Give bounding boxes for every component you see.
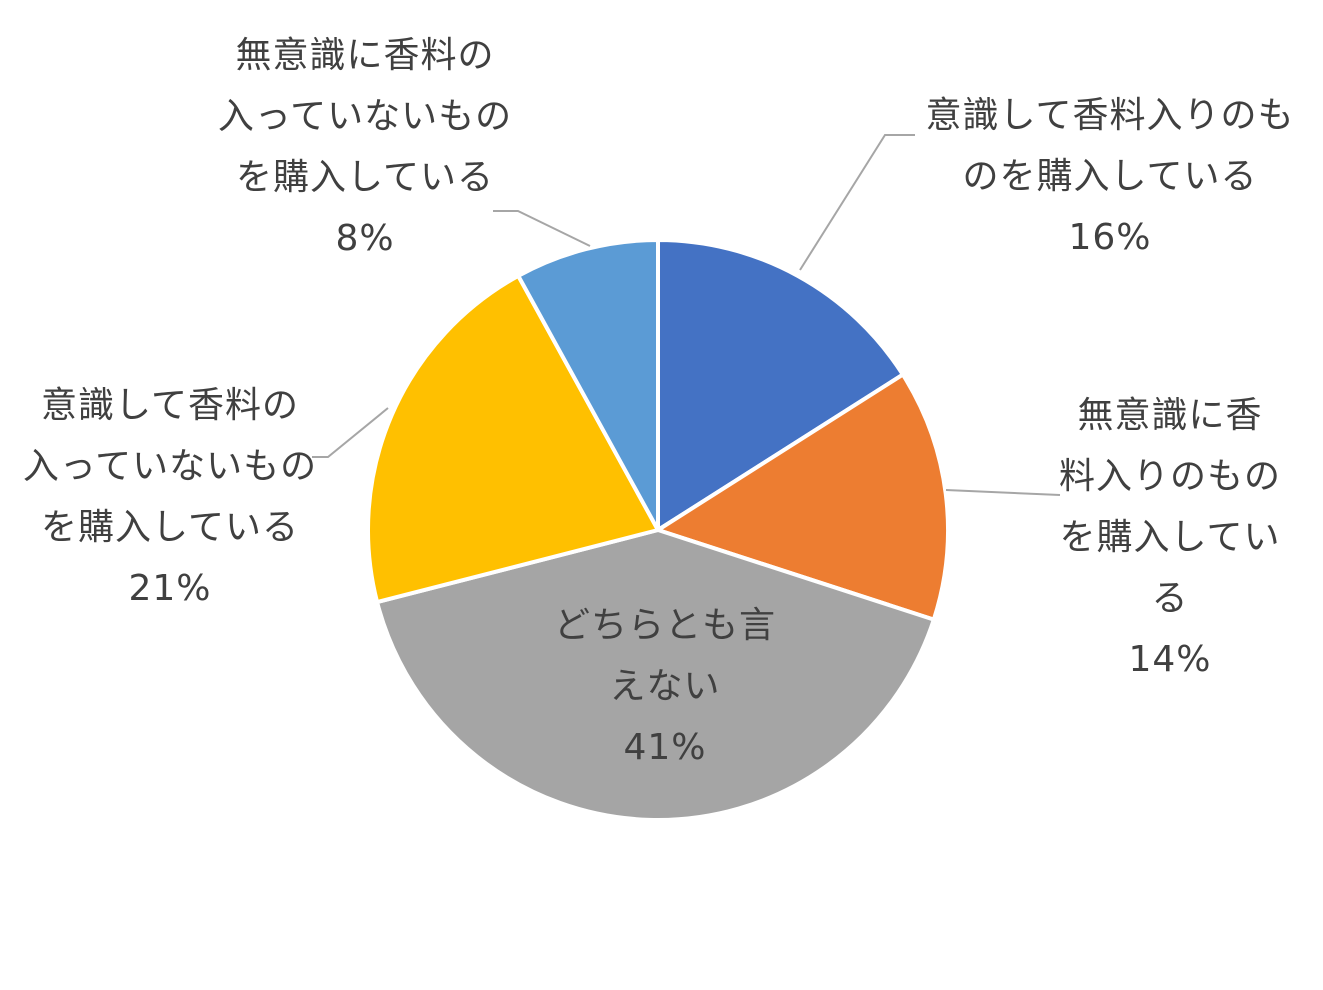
slice-percent: 16%: [1068, 217, 1152, 258]
leader-line: [799, 134, 915, 271]
slice-label-line: 無意識に香料の: [235, 35, 495, 76]
slice-label-line: を購入してい: [1059, 517, 1281, 558]
leader-line: [945, 489, 1061, 496]
leader-lines: [312, 134, 1061, 496]
slice-label-line: 入っていないもの: [22, 446, 318, 487]
slice-label: 意識して香料入りのも のを購入している 16%: [920, 85, 1300, 268]
slice-label: どちらとも言 えない 41%: [545, 595, 785, 778]
slice-label-line: 料入りのもの: [1058, 456, 1281, 497]
slice-label-line: 無意識に香: [1077, 395, 1263, 436]
slice-label-line: どちらとも言: [553, 605, 776, 646]
slice-label: 無意識に香料入りのもの を購入している 14%: [1055, 385, 1285, 690]
slice-percent: 21%: [128, 568, 212, 609]
leader-line: [493, 210, 591, 247]
slice-label-line: 意識して香料入りのも: [925, 95, 1295, 136]
slice-undecided: [375, 528, 936, 822]
slice-intentional-fragranced: [656, 238, 905, 532]
slice-label-line: 入っていないもの: [217, 96, 513, 137]
pie-slices: [366, 238, 950, 822]
slice-label-line: 意識して香料の: [41, 385, 299, 426]
slice-intentional-unscented: [366, 273, 660, 605]
slice-label-line: る: [1151, 578, 1189, 619]
slice-label-line: を購入している: [236, 157, 494, 198]
slice-percent: 14%: [1128, 639, 1212, 680]
slice-label-line: えない: [609, 666, 721, 707]
slice-label: 意識して香料の 入っていないもの を購入している 21%: [20, 375, 320, 619]
slice-percent: 8%: [335, 218, 395, 259]
slice-percent: 41%: [623, 727, 707, 768]
slice-label-line: のを購入している: [962, 156, 1258, 197]
slice-label-line: を購入している: [41, 507, 299, 548]
leader-line: [312, 407, 389, 458]
slice-unconscious-fragranced: [656, 372, 950, 622]
slice-label: 無意識に香料の 入っていないもの を購入している 8%: [210, 25, 520, 269]
slice-unconscious-unscented: [516, 238, 660, 532]
